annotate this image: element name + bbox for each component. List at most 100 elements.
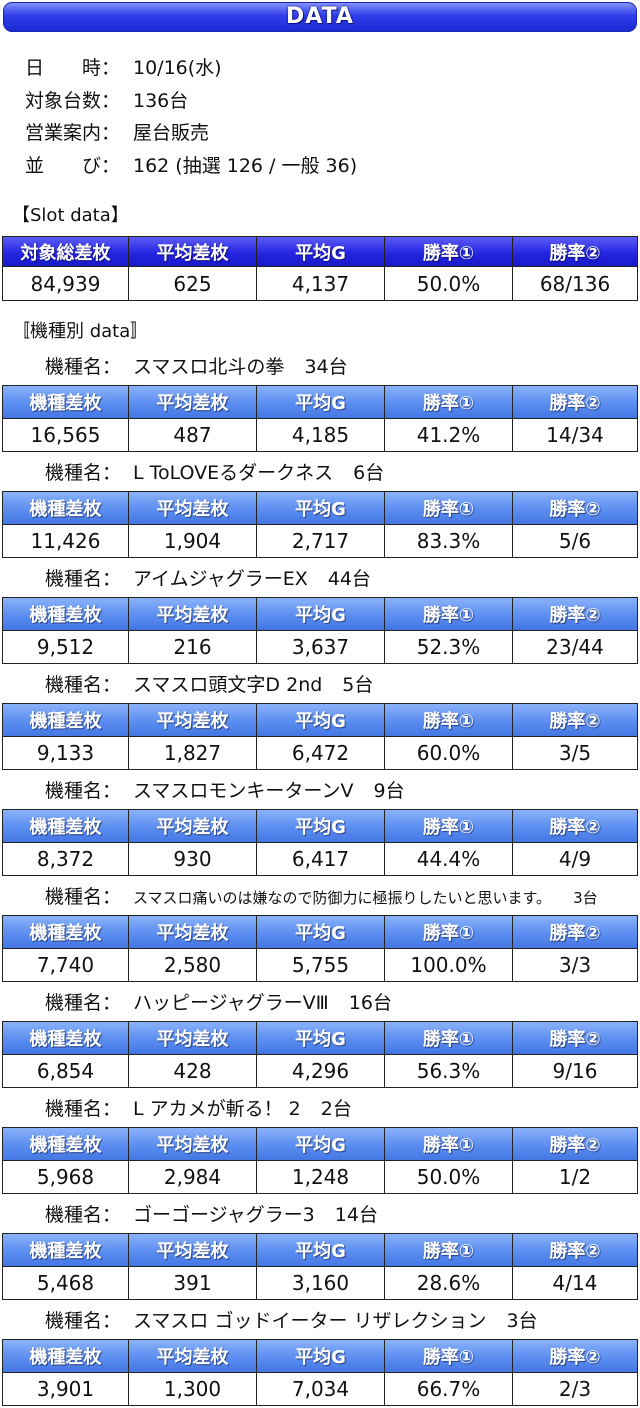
machine-block: 機種名： L ToLOVEるダークネス 6台 機種差枚 平均差枚 平均G 勝率① 勝…	[0, 452, 640, 558]
machine-unit-count: 6台	[353, 462, 385, 484]
machine-data-table: 機種差枚 平均差枚 平均G 勝率① 勝率② 16,565 487 4,185 4…	[2, 385, 638, 452]
win-rate-2-value: 5/6	[513, 525, 638, 558]
machine-data-table: 機種差枚 平均差枚 平均G 勝率① 勝率② 5,968 2,984 1,248 …	[2, 1127, 638, 1194]
win-rate-2-value: 4/14	[513, 1267, 638, 1300]
column-header-win-rate-1: 勝率①	[385, 598, 513, 631]
info-row-notice: 営業案内： 屋台販売	[0, 117, 640, 150]
machine-unit-count: 2台	[320, 1098, 352, 1120]
page-title: DATA	[286, 4, 354, 29]
column-header-win-rate-1: 勝率①	[385, 916, 513, 949]
win-rate-1-value: 50.0%	[385, 1161, 513, 1194]
machine-name-label: 機種名：	[45, 1098, 122, 1120]
avg-diff-value: 625	[129, 267, 257, 301]
column-header-avg-diff: 平均差枚	[129, 237, 257, 267]
machine-name: スマスロ ゴッドイーター リザレクション	[133, 1310, 487, 1332]
machine-title: 機種名： スマスロ痛いのは嫌なので防御力に極振りしたいと思います。 3台	[0, 876, 640, 915]
machine-unit-count: 3台	[573, 889, 598, 907]
machine-title: 機種名： スマスロ ゴッドイーター リザレクション 3台	[0, 1300, 640, 1339]
column-header-avg-diff: 平均差枚	[129, 1234, 257, 1267]
column-header-win-rate-1: 勝率①	[385, 810, 513, 843]
machine-title: 機種名： スマスロ北斗の拳 34台	[0, 346, 640, 385]
column-header-avg-games: 平均G	[257, 810, 385, 843]
win-rate-1-value: 28.6%	[385, 1267, 513, 1300]
machine-name-label: 機種名：	[45, 780, 122, 802]
machine-diff-value: 3,901	[3, 1373, 129, 1406]
machine-unit-count: 9台	[373, 780, 405, 802]
machine-block: 機種名： ハッピージャグラーVⅢ 16台 機種差枚 平均差枚 平均G 勝率① 勝率②…	[0, 982, 640, 1088]
column-header-avg-diff: 平均差枚	[129, 1022, 257, 1055]
avg-games-value: 2,717	[257, 525, 385, 558]
win-rate-1-value: 41.2%	[385, 419, 513, 452]
column-header-win-rate-2: 勝率②	[513, 704, 638, 737]
column-header-avg-diff: 平均差枚	[129, 1340, 257, 1373]
machine-title: 機種名： ゴーゴージャグラー3 14台	[0, 1194, 640, 1233]
info-value-queue: 162 (抽選 126 / 一般 36)	[133, 154, 358, 177]
column-header-machine-diff: 機種差枚	[3, 1022, 129, 1055]
avg-games-value: 5,755	[257, 949, 385, 982]
win-rate-1-value: 56.3%	[385, 1055, 513, 1088]
win-rate-1-value: 60.0%	[385, 737, 513, 770]
machine-block: 機種名： スマスロ頭文字D 2nd 5台 機種差枚 平均差枚 平均G 勝率① 勝率②…	[0, 664, 640, 770]
column-header-win-rate-2: 勝率②	[513, 1022, 638, 1055]
machine-name: ゴーゴージャグラー3	[133, 1204, 315, 1226]
machine-title: 機種名： スマスロモンキーターンV 9台	[0, 770, 640, 809]
column-header-avg-diff: 平均差枚	[129, 1128, 257, 1161]
column-header-machine-diff: 機種差枚	[3, 704, 129, 737]
column-header-win-rate-1: 勝率①	[385, 237, 513, 267]
machine-data-table: 機種差枚 平均差枚 平均G 勝率① 勝率② 9,512 216 3,637 52…	[2, 597, 638, 664]
machine-name-label: 機種名：	[45, 674, 122, 696]
machine-block: 機種名： スマスロ北斗の拳 34台 機種差枚 平均差枚 平均G 勝率① 勝率② 16…	[0, 346, 640, 452]
column-header-win-rate-2: 勝率②	[513, 598, 638, 631]
column-header-avg-games: 平均G	[257, 1128, 385, 1161]
machine-data-table: 機種差枚 平均差枚 平均G 勝率① 勝率② 6,854 428 4,296 56…	[2, 1021, 638, 1088]
avg-diff-value: 1,827	[129, 737, 257, 770]
column-header-win-rate-1: 勝率①	[385, 1234, 513, 1267]
column-header-win-rate-2: 勝率②	[513, 810, 638, 843]
machine-block: 機種名： スマスロモンキーターンV 9台 機種差枚 平均差枚 平均G 勝率① 勝率②…	[0, 770, 640, 876]
machine-unit-count: 3台	[506, 1310, 538, 1332]
column-header-machine-diff: 機種差枚	[3, 1234, 129, 1267]
avg-diff-value: 428	[129, 1055, 257, 1088]
avg-games-value: 7,034	[257, 1373, 385, 1406]
machine-block: 機種名： アイムジャグラーEX 44台 機種差枚 平均差枚 平均G 勝率① 勝率② …	[0, 558, 640, 664]
info-label: 日 時：	[25, 57, 121, 79]
win-rate-2-value: 9/16	[513, 1055, 638, 1088]
machine-diff-value: 5,468	[3, 1267, 129, 1300]
machine-title: 機種名： アイムジャグラーEX 44台	[0, 558, 640, 597]
column-header-avg-games: 平均G	[257, 237, 385, 267]
machine-name-label: 機種名：	[45, 568, 122, 590]
column-header-machine-diff: 機種差枚	[3, 916, 129, 949]
win-rate-2-value: 23/44	[513, 631, 638, 664]
column-header-avg-games: 平均G	[257, 916, 385, 949]
machine-block: 機種名： L アカメが斬る！ 2 2台 機種差枚 平均差枚 平均G 勝率① 勝率② …	[0, 1088, 640, 1194]
machine-block: 機種名： ゴーゴージャグラー3 14台 機種差枚 平均差枚 平均G 勝率① 勝率② …	[0, 1194, 640, 1300]
avg-diff-value: 216	[129, 631, 257, 664]
machine-diff-value: 8,372	[3, 843, 129, 876]
machine-title: 機種名： ハッピージャグラーVⅢ 16台	[0, 982, 640, 1021]
machine-name: スマスロ痛いのは嫌なので防御力に極振りしたいと思います。	[133, 889, 552, 907]
column-header-machine-diff: 機種差枚	[3, 598, 129, 631]
machine-name: L アカメが斬る！ 2	[133, 1098, 301, 1120]
column-header-avg-games: 平均G	[257, 704, 385, 737]
column-header-avg-diff: 平均差枚	[129, 598, 257, 631]
machine-unit-count: 44台	[327, 568, 371, 590]
machine-diff-value: 9,512	[3, 631, 129, 664]
win-rate-2-value: 1/2	[513, 1161, 638, 1194]
column-header-win-rate-2: 勝率②	[513, 1128, 638, 1161]
machine-data-table: 機種差枚 平均差枚 平均G 勝率① 勝率② 5,468 391 3,160 28…	[2, 1233, 638, 1300]
avg-diff-value: 391	[129, 1267, 257, 1300]
machine-name: L ToLOVEるダークネス	[133, 462, 334, 484]
column-header-avg-games: 平均G	[257, 1234, 385, 1267]
avg-games-value: 4,296	[257, 1055, 385, 1088]
machine-name-label: 機種名：	[45, 886, 122, 908]
column-header-win-rate-1: 勝率①	[385, 1128, 513, 1161]
machine-block: 機種名： スマスロ痛いのは嫌なので防御力に極振りしたいと思います。 3台 機種差枚 …	[0, 876, 640, 982]
avg-diff-value: 2,984	[129, 1161, 257, 1194]
info-row-date: 日 時： 10/16(水)	[0, 52, 640, 85]
column-header-avg-diff: 平均差枚	[129, 386, 257, 419]
column-header-win-rate-2: 勝率②	[513, 1340, 638, 1373]
machine-name-label: 機種名：	[45, 1310, 122, 1332]
avg-games-value: 4,137	[257, 267, 385, 301]
column-header-avg-diff: 平均差枚	[129, 810, 257, 843]
